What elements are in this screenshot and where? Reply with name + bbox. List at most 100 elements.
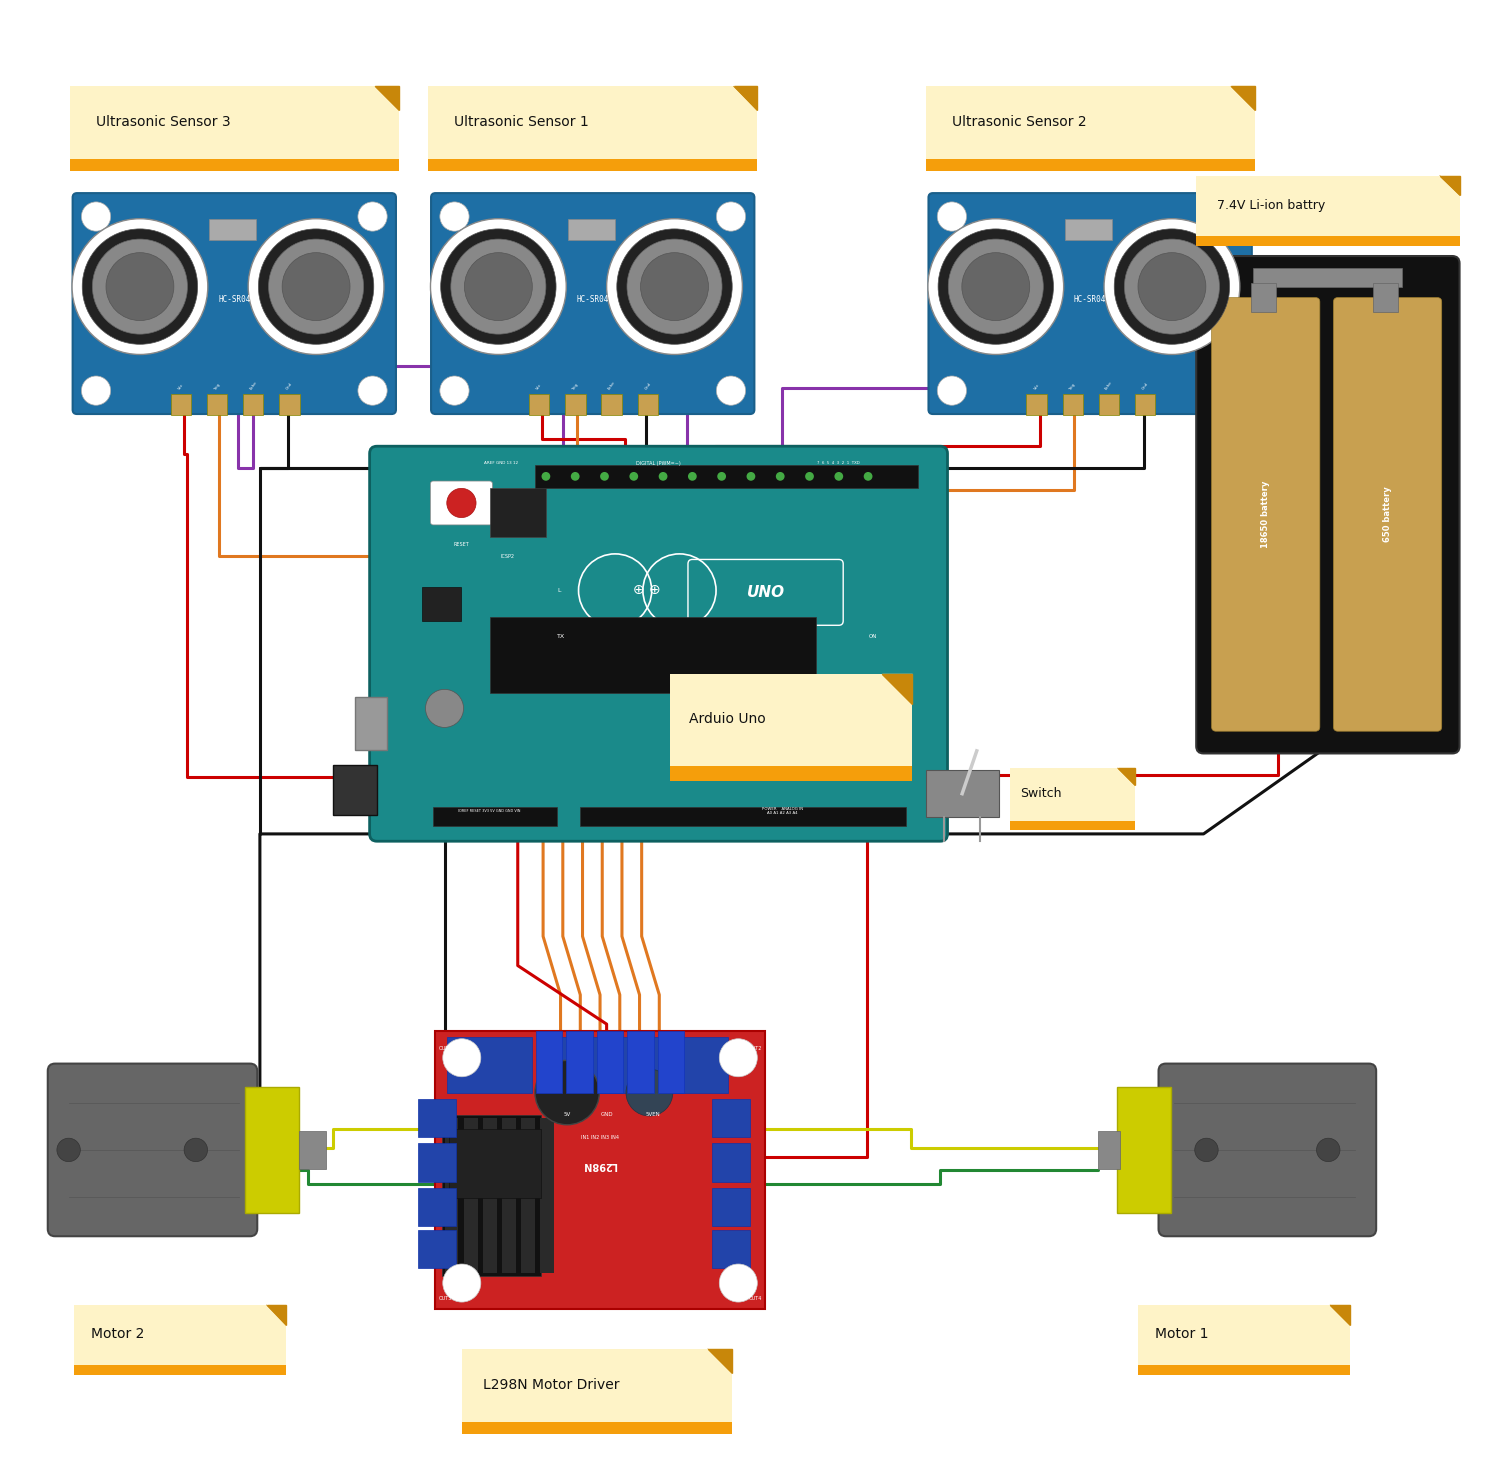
Text: 7  6  5  4  3  2  1  TXD: 7 6 5 4 3 2 1 TXD — [818, 461, 860, 465]
Text: RESET: RESET — [453, 543, 470, 547]
Circle shape — [630, 473, 638, 481]
Text: Vcc: Vcc — [177, 383, 184, 391]
Circle shape — [442, 1039, 482, 1077]
Polygon shape — [267, 1305, 286, 1324]
Bar — [627, 1031, 654, 1093]
Bar — [503, 1118, 516, 1273]
Text: TX: TX — [556, 633, 566, 639]
Bar — [712, 1099, 750, 1137]
Polygon shape — [708, 1349, 732, 1372]
Circle shape — [57, 1138, 81, 1162]
Text: 5V: 5V — [564, 1112, 570, 1118]
Bar — [419, 1188, 456, 1226]
Text: HC-SR04: HC-SR04 — [217, 296, 250, 304]
Circle shape — [1317, 1138, 1340, 1162]
Circle shape — [82, 228, 198, 344]
Text: Arduio Uno: Arduio Uno — [688, 712, 766, 726]
Text: IOREF RESET 3V3 5V GND GND VIN: IOREF RESET 3V3 5V GND GND VIN — [459, 809, 520, 813]
Bar — [1372, 282, 1398, 312]
Bar — [567, 219, 615, 240]
Bar — [1196, 236, 1460, 246]
Circle shape — [1138, 253, 1206, 320]
Circle shape — [572, 473, 579, 481]
Bar — [567, 1031, 592, 1093]
Circle shape — [627, 238, 722, 334]
Circle shape — [806, 473, 814, 481]
Text: Motor 2: Motor 2 — [92, 1327, 144, 1342]
Text: 5VEN: 5VEN — [645, 1112, 660, 1118]
Circle shape — [1104, 219, 1240, 354]
Circle shape — [616, 228, 732, 344]
Bar — [1100, 394, 1119, 415]
Bar — [462, 1422, 732, 1434]
Circle shape — [1114, 228, 1230, 344]
Bar — [1011, 821, 1136, 830]
Text: Vcc: Vcc — [1034, 383, 1041, 391]
Bar — [447, 1037, 532, 1093]
FancyBboxPatch shape — [430, 481, 492, 525]
Bar — [597, 1031, 624, 1093]
FancyBboxPatch shape — [1137, 1305, 1350, 1375]
Polygon shape — [267, 1305, 286, 1324]
FancyBboxPatch shape — [244, 1087, 298, 1213]
FancyBboxPatch shape — [48, 1064, 258, 1236]
Polygon shape — [1118, 768, 1136, 786]
Bar — [544, 1037, 630, 1093]
Bar — [1062, 394, 1083, 415]
Text: Echo: Echo — [1104, 380, 1113, 391]
Text: OUT2: OUT2 — [748, 1046, 762, 1050]
Text: UNO: UNO — [747, 585, 784, 600]
Polygon shape — [1118, 768, 1136, 786]
Circle shape — [106, 253, 174, 320]
Bar — [298, 1131, 326, 1169]
Polygon shape — [1440, 176, 1460, 195]
Circle shape — [248, 219, 384, 354]
Text: ICSP2: ICSP2 — [501, 553, 515, 559]
Bar — [279, 394, 300, 415]
Bar — [243, 394, 264, 415]
Circle shape — [1214, 376, 1243, 405]
Bar — [1137, 1365, 1350, 1375]
FancyBboxPatch shape — [926, 86, 1254, 171]
FancyBboxPatch shape — [72, 193, 396, 414]
Circle shape — [81, 202, 111, 231]
Circle shape — [426, 689, 464, 727]
Bar — [419, 1144, 456, 1182]
Circle shape — [93, 238, 188, 334]
Polygon shape — [1440, 176, 1460, 195]
Bar — [579, 808, 906, 827]
FancyBboxPatch shape — [430, 193, 754, 414]
Circle shape — [282, 253, 350, 320]
Bar — [433, 808, 556, 827]
Circle shape — [938, 376, 966, 405]
Bar — [926, 770, 999, 818]
Bar — [1254, 268, 1403, 287]
Text: 650 battery: 650 battery — [1383, 487, 1392, 543]
Polygon shape — [734, 86, 758, 110]
FancyBboxPatch shape — [1212, 297, 1320, 732]
Circle shape — [626, 1069, 674, 1116]
Circle shape — [1196, 1138, 1218, 1162]
Text: 7.4V Li-ion battry: 7.4V Li-ion battry — [1218, 199, 1326, 212]
Bar — [712, 1229, 750, 1267]
Text: L298N: L298N — [582, 1160, 618, 1170]
Bar — [540, 1118, 554, 1273]
Polygon shape — [708, 1349, 732, 1372]
Bar — [483, 1118, 496, 1273]
Text: Switch: Switch — [1020, 787, 1062, 800]
Bar — [602, 394, 622, 415]
Text: Trig: Trig — [572, 383, 579, 391]
Circle shape — [720, 1039, 758, 1077]
Polygon shape — [375, 86, 399, 110]
Circle shape — [358, 202, 387, 231]
Circle shape — [268, 238, 363, 334]
Text: ⊕ ⊕: ⊕ ⊕ — [633, 584, 662, 597]
Circle shape — [81, 376, 111, 405]
Bar — [926, 159, 1254, 171]
FancyBboxPatch shape — [670, 674, 912, 781]
Circle shape — [258, 228, 374, 344]
FancyBboxPatch shape — [1196, 176, 1460, 246]
Polygon shape — [882, 674, 912, 704]
Polygon shape — [1330, 1305, 1350, 1324]
Circle shape — [864, 473, 873, 481]
